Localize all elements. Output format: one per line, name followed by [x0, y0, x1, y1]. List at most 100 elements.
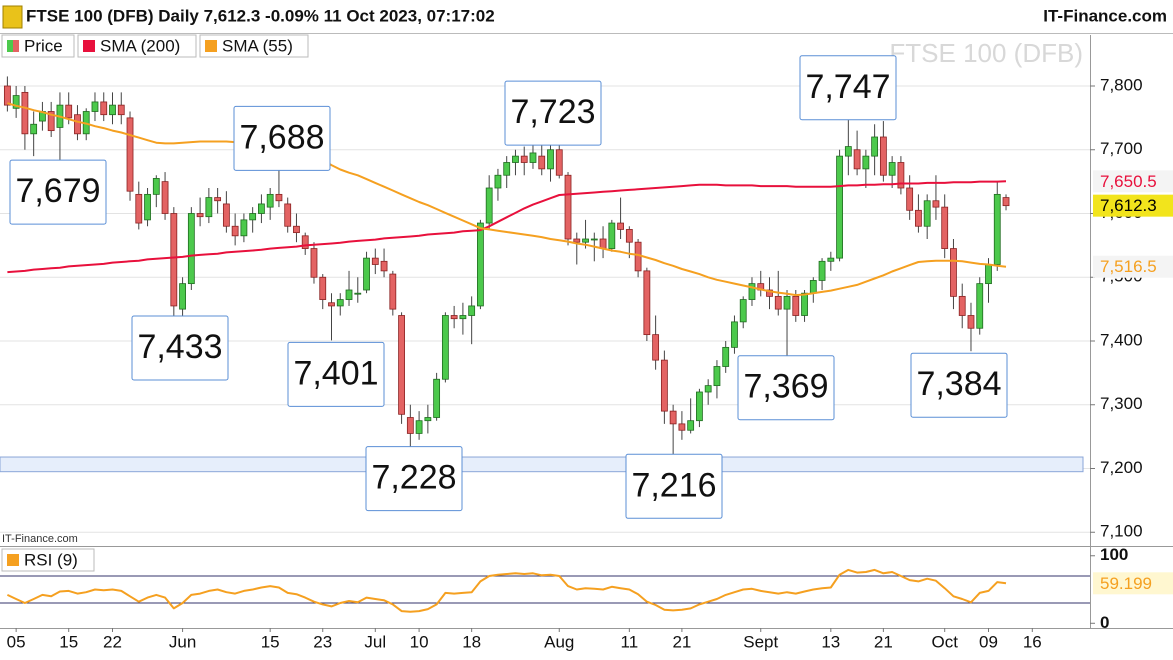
candle-body	[126, 117, 134, 192]
candle-body	[310, 248, 318, 278]
candle-body	[818, 260, 826, 281]
y-tick-label: 7,200	[1100, 458, 1143, 477]
candle-body	[205, 197, 213, 218]
legend-label: SMA (200)	[100, 36, 180, 55]
candle-body	[696, 391, 703, 422]
candle-body	[249, 213, 257, 221]
annotation-box	[287, 341, 385, 407]
y-tick-label: 7,300	[1100, 394, 1143, 413]
last-value-label-box	[1093, 170, 1173, 193]
candle-body	[371, 257, 379, 265]
candle-body	[993, 193, 1001, 265]
candle-body	[240, 219, 248, 237]
candle-body	[547, 149, 554, 170]
candle-body	[363, 257, 370, 291]
annotation-label: 7,723	[510, 93, 595, 131]
candle-body	[144, 193, 151, 221]
candle-body	[985, 264, 992, 285]
x-tick-label: 09	[979, 632, 998, 651]
x-tick-label: Jul	[364, 632, 386, 651]
candle-body	[652, 334, 660, 361]
annotation-label: 7,688	[239, 118, 324, 156]
candle-body	[897, 162, 905, 189]
candle-body	[503, 162, 511, 176]
candle-body	[284, 203, 292, 227]
candle-body	[748, 283, 756, 300]
candle-body	[617, 222, 624, 230]
candle-body	[152, 178, 160, 195]
candle-body	[529, 152, 537, 163]
candle-body	[494, 174, 502, 189]
annotation-box	[365, 446, 463, 512]
candle-body	[739, 299, 747, 323]
candle-body	[713, 366, 721, 387]
candle-body	[170, 213, 178, 307]
legend-frame	[1, 548, 95, 572]
candle-body	[731, 321, 738, 348]
sma-line	[7, 102, 1007, 297]
annotation-label: 7,401	[293, 354, 378, 392]
annotation-box	[131, 315, 229, 381]
candle-body	[109, 104, 116, 116]
candle-body	[468, 305, 476, 316]
candle-body	[477, 222, 484, 307]
candle-body	[179, 283, 186, 310]
legend-item: Price	[1, 34, 75, 58]
candle-body	[906, 187, 914, 211]
candle-body	[30, 123, 38, 135]
candle-body	[590, 238, 598, 241]
candle-body	[450, 315, 458, 320]
legend-swatch	[205, 40, 217, 52]
annotation-box	[625, 453, 723, 519]
candle-body	[625, 229, 633, 243]
last-price-label-box	[1093, 194, 1173, 217]
candle-body	[433, 378, 441, 418]
candle-body	[187, 213, 195, 285]
candle-body	[643, 270, 651, 336]
y-tick-label: 100	[1100, 545, 1128, 564]
candle-body	[1002, 197, 1010, 207]
x-tick-label: 23	[313, 632, 332, 651]
header-title: FTSE 100 (DFB) Daily 7,612.3 -0.09% 11 O…	[26, 6, 495, 25]
y-tick-label: 7,100	[1100, 522, 1143, 541]
candle-body	[406, 417, 414, 434]
candle-body	[520, 155, 528, 163]
x-tick-label: 22	[103, 632, 122, 651]
candle-body	[801, 292, 808, 316]
legend-label: SMA (55)	[222, 36, 293, 55]
candle-body	[424, 417, 432, 422]
demo-icon	[2, 5, 23, 29]
candle-body	[258, 203, 265, 214]
candle-body	[222, 203, 230, 227]
legend-item: SMA (200)	[77, 34, 197, 58]
candle-body	[844, 146, 852, 157]
y-tick-label: 7,700	[1100, 139, 1143, 158]
last-value-label: 7,650.5	[1100, 172, 1157, 191]
x-tick-label: 21	[672, 632, 691, 651]
candle-body	[345, 289, 353, 300]
annotation-box	[9, 159, 107, 225]
candle-body	[161, 181, 169, 214]
candle-body	[47, 111, 55, 132]
candle-body	[135, 193, 143, 224]
candle-body	[853, 149, 861, 170]
legend-swatch	[7, 40, 13, 52]
candle-body	[660, 359, 668, 412]
candle-body	[293, 225, 300, 234]
candle-body	[3, 85, 11, 106]
legend-swatch	[7, 554, 19, 566]
x-tick-label: 15	[261, 632, 280, 651]
rsi-panel	[0, 568, 1173, 632]
candle-body	[74, 114, 81, 135]
candle-body	[923, 200, 931, 227]
candle-body	[582, 238, 589, 243]
x-tick-label: 11	[621, 632, 639, 651]
annotation-label: 7,216	[631, 466, 716, 504]
candle-body	[704, 385, 712, 393]
candle-body	[879, 136, 887, 176]
candle-body	[555, 149, 563, 176]
candle-body	[301, 235, 309, 249]
annotation-label: 7,369	[743, 368, 828, 406]
last-value-label: 59.199	[1100, 574, 1152, 593]
last-value-label-box	[1093, 572, 1173, 595]
